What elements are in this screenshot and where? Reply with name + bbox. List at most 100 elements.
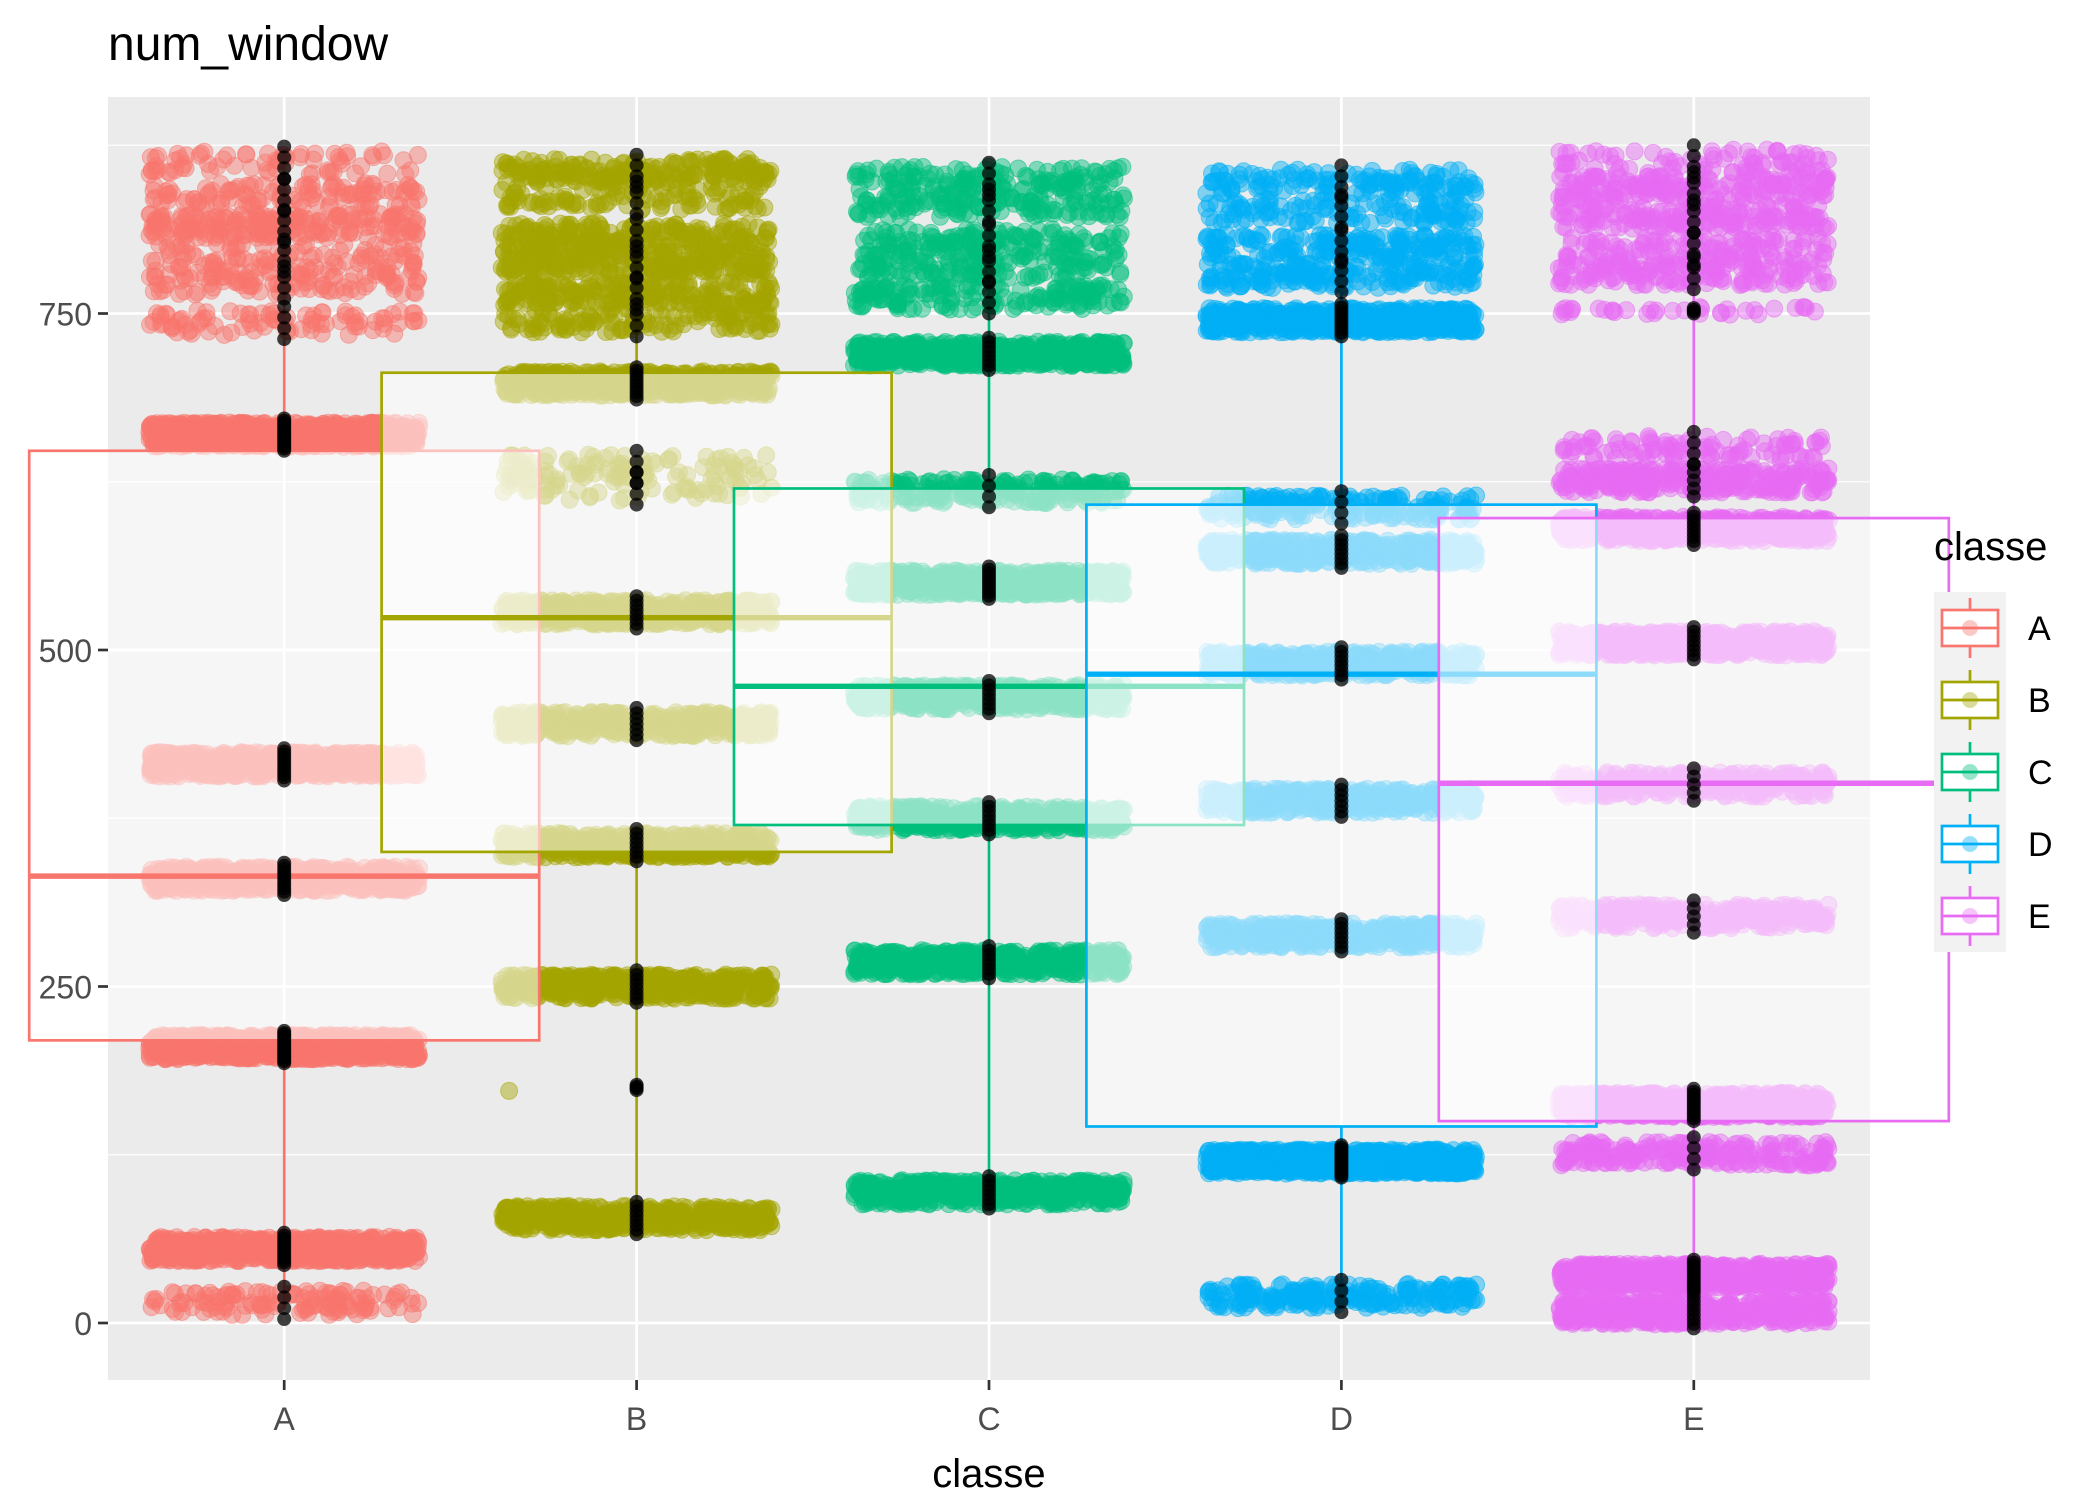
data-point <box>298 214 317 233</box>
data-point <box>170 284 188 303</box>
data-point <box>174 155 193 174</box>
data-point <box>301 1290 320 1309</box>
data-point <box>288 1048 307 1067</box>
data-point <box>341 272 359 291</box>
data-point <box>252 1296 271 1315</box>
data-point <box>337 143 356 162</box>
data-point <box>349 1289 368 1307</box>
data-point <box>216 419 235 438</box>
data-point <box>194 1302 213 1321</box>
data-point <box>173 1302 192 1321</box>
data-point <box>156 224 175 243</box>
data-point <box>146 252 165 270</box>
data-point <box>213 1302 232 1321</box>
data-point <box>374 319 393 338</box>
data-point <box>378 164 397 183</box>
data-point <box>348 414 366 433</box>
data-point <box>199 155 218 173</box>
data-point <box>213 1229 232 1247</box>
data-point <box>320 1284 339 1303</box>
data-point <box>141 1251 160 1270</box>
data-point <box>175 193 194 212</box>
data-point <box>363 1228 382 1247</box>
data-point <box>396 165 415 184</box>
data-point <box>147 1290 165 1308</box>
data-point <box>345 314 364 332</box>
data-point <box>258 252 277 270</box>
data-point <box>174 228 193 247</box>
data-point <box>144 282 163 301</box>
data-point <box>402 1288 420 1307</box>
data-point <box>325 254 344 273</box>
data-point <box>302 310 321 329</box>
data-point <box>405 246 424 265</box>
data-point <box>163 317 182 336</box>
data-point <box>406 284 425 303</box>
data-point <box>210 1249 229 1268</box>
data-point <box>225 156 244 175</box>
data-point <box>303 164 322 183</box>
data-point <box>297 1282 316 1301</box>
data-point <box>159 162 178 181</box>
data-point <box>249 225 268 243</box>
data-point <box>176 1237 195 1256</box>
data-point <box>166 415 185 434</box>
chart-title: num_window <box>108 18 388 71</box>
data-point <box>291 1303 310 1322</box>
data-point <box>355 1299 374 1318</box>
data-point <box>321 163 340 181</box>
data-point <box>379 1299 398 1318</box>
data-point <box>400 223 419 241</box>
data-point <box>341 222 360 241</box>
data-point <box>207 194 226 213</box>
data-point <box>387 180 406 199</box>
data-point <box>364 1286 383 1304</box>
data-point <box>247 1283 266 1302</box>
data-point <box>156 1233 175 1252</box>
data-point <box>395 1250 414 1269</box>
data-point <box>204 254 223 273</box>
data-point <box>352 246 371 265</box>
data-point <box>146 1043 165 1061</box>
data-point <box>353 197 372 216</box>
data-point <box>330 1301 349 1320</box>
data-point <box>224 227 243 246</box>
data-point <box>354 1248 373 1267</box>
data-point <box>142 1298 161 1317</box>
data-point <box>186 1284 205 1303</box>
data-point <box>169 258 188 277</box>
data-point <box>200 1283 219 1302</box>
data-point <box>290 148 309 167</box>
data-point <box>233 318 252 336</box>
data-point <box>389 314 408 333</box>
data-point <box>201 431 220 450</box>
data-point <box>191 312 210 330</box>
data-point <box>176 1044 195 1063</box>
data-point <box>408 146 427 164</box>
data-point <box>151 1296 170 1315</box>
data-point <box>227 1285 246 1304</box>
data-point <box>218 1039 237 1058</box>
data-point <box>359 274 378 293</box>
data-point <box>237 268 255 287</box>
data-point <box>239 433 257 452</box>
data-point <box>333 188 352 207</box>
data-point <box>241 194 260 213</box>
data-point <box>189 214 208 233</box>
data-point <box>400 1229 419 1248</box>
data-point <box>364 148 383 167</box>
data-point <box>405 312 424 331</box>
data-point <box>403 1305 422 1324</box>
data-point <box>146 149 165 167</box>
data-point <box>327 414 346 433</box>
data-point <box>146 188 165 207</box>
data-point <box>250 418 269 436</box>
data-point <box>165 1284 184 1303</box>
data-point <box>190 1249 209 1268</box>
data-point <box>386 1287 404 1306</box>
data-point <box>373 1243 392 1262</box>
data-point <box>334 1240 353 1259</box>
data-point <box>316 1251 335 1269</box>
data-point <box>260 1047 279 1066</box>
